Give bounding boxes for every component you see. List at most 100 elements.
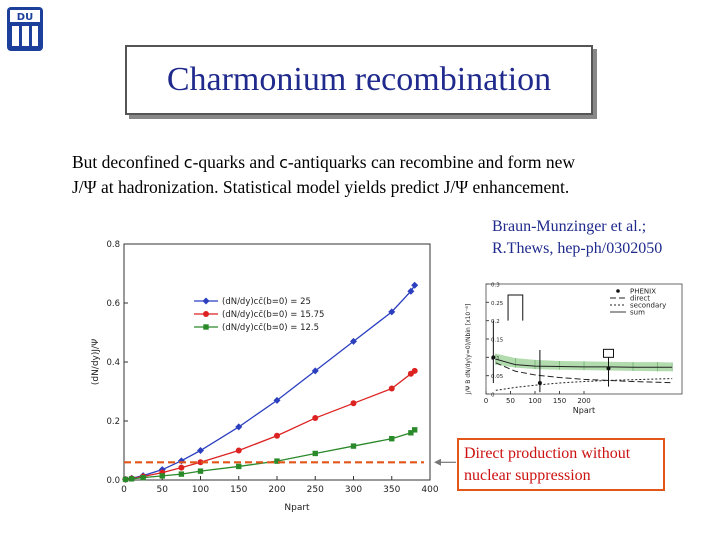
left-series-point-2 [235, 447, 242, 454]
left-legend-label-1: (dN/dy)cc̄(b=0) = 25 [222, 297, 311, 307]
left-series-point-1 [350, 337, 357, 345]
right-x-tick-label: 200 [577, 397, 590, 405]
left-series-point-3 [140, 474, 146, 481]
right-y-tick-label: 0.25 [491, 301, 504, 307]
left-y-tick-label: 0.6 [106, 299, 120, 309]
citation-line-2: R.Thews, hep-ph/0302050 [492, 240, 663, 257]
left-chart-frame [123, 243, 431, 481]
right-phenix-point [606, 366, 611, 371]
title-box: Charmonium recombination [125, 45, 593, 115]
university-logo: DU [7, 7, 43, 51]
right-y-tick-label: 0.15 [491, 338, 504, 344]
left-y-axis-label: (dN/dy)J/Ψ [91, 339, 101, 385]
left-x-tick-label: 200 [268, 485, 285, 495]
left-chart: 0 50 100 150 200 250 300 350 400 0.0 0.2 0.4 0.6 0.8 N… [91, 240, 438, 513]
left-series-point-3 [159, 473, 165, 479]
left-chart-legend: (dN/dy)cc̄(b=0) = 25 (dN/dy)cc̄(b=0) = 15… [194, 297, 324, 333]
left-series-line-3 [125, 429, 416, 481]
left-y-tick-label: 0.0 [106, 476, 120, 486]
left-series-point-3 [312, 450, 318, 457]
left-series-point-3 [236, 463, 242, 470]
right-x-tick-label: 100 [528, 397, 541, 405]
left-series-point-2 [350, 400, 357, 407]
left-y-tick-label: 0.4 [106, 358, 120, 368]
left-x-tick-label: 400 [421, 485, 438, 495]
left-series-point-1 [311, 367, 319, 375]
left-series-point-2 [312, 415, 319, 422]
left-series-point-2 [274, 432, 280, 439]
right-legend-label: sum [630, 309, 645, 317]
left-x-tick-label: 350 [383, 485, 400, 495]
left-series-point-3 [350, 443, 357, 449]
logo-letters: DU [17, 12, 33, 23]
left-x-axis-label: Npart [284, 503, 310, 513]
callout-box: Direct production without nuclear suppre… [457, 438, 665, 491]
left-series-point-2 [197, 459, 204, 466]
right-phenix-point [491, 355, 496, 360]
left-y-tick-label: 0.2 [106, 417, 120, 427]
left-series-point-1 [407, 287, 415, 295]
left-series-point-2 [178, 464, 185, 471]
right-chart: 0 50 100 150 200 0.3 0.25 0.2 0.15 0.1 0.05 0 Npart J… [465, 283, 683, 415]
left-x-tick-label: 0 [121, 485, 127, 495]
right-upper-limit-bracket [507, 294, 524, 321]
right-legend-label: PHENIX [630, 288, 656, 296]
right-secondary-line [495, 378, 673, 391]
left-series-point-1 [388, 308, 396, 316]
left-legend-marker-1 [202, 297, 210, 305]
left-series-point-2 [388, 385, 395, 392]
left-series-point-3 [128, 476, 135, 482]
right-y-axis-label: J/Ψ B dN/dy(y=0)/Nbin [x10⁻⁶] [465, 304, 472, 395]
right-y-tick-label: 0.1 [491, 356, 500, 362]
left-x-tick-label: 150 [230, 485, 247, 495]
left-series-point-3 [389, 436, 395, 442]
right-phenix-sys-box [603, 348, 614, 358]
left-series-point-3 [274, 458, 280, 464]
intro-text-part1: But deconfined [72, 152, 184, 172]
intro-paragraph: But deconfined c-quarks and c-antiquarks… [72, 150, 692, 200]
right-legend-label: direct [630, 295, 650, 303]
left-series-point-1 [197, 447, 204, 454]
right-y-tick-label: 0.05 [491, 374, 504, 380]
right-x-tick-label: 0 [484, 397, 488, 405]
left-x-tick-label: 250 [307, 485, 324, 495]
intro-text-part3: -antiquarks can recombine and form new [287, 152, 576, 172]
right-legend-label: secondary [630, 302, 666, 310]
left-legend-label-3: (dN/dy)cc̄(b=0) = 12.5 [222, 323, 319, 333]
left-legend-marker-2 [203, 311, 209, 317]
right-y-tick-label: 0.3 [491, 283, 500, 289]
charm-symbol-1: c [183, 153, 193, 172]
right-sum-line [495, 358, 673, 368]
intro-text-part2: -quarks and [192, 152, 280, 172]
left-series-point-3 [408, 430, 414, 436]
left-series-point-1 [273, 396, 281, 404]
left-series-point-2 [411, 367, 418, 374]
left-legend-marker-3 [203, 324, 209, 330]
right-direct-line [495, 362, 673, 384]
left-series-line-2 [125, 370, 416, 481]
left-y-tick-label: 0.8 [106, 240, 120, 250]
left-series-point-1 [411, 281, 419, 289]
intro-line-2: J/Ψ at hadronization. Statistical model … [72, 177, 570, 197]
left-series-point-1 [177, 457, 185, 465]
left-legend-label-2: (dN/dy)cc̄(b=0) = 15.75 [222, 310, 324, 320]
left-x-tick-label: 50 [157, 485, 169, 495]
right-x-axis-label: Npart [573, 406, 595, 415]
left-series-point-3 [412, 427, 418, 433]
left-series-point-3 [122, 476, 129, 483]
callout-line-1: Direct production without [464, 445, 631, 462]
callout-line-2: nuclear suppression [464, 467, 591, 484]
right-phenix-point [537, 381, 542, 385]
slide-title: Charmonium recombination [166, 61, 552, 98]
right-legend-marker [616, 289, 620, 293]
left-x-tick-label: 300 [345, 485, 362, 495]
right-chart-frame [485, 283, 683, 395]
right-y-tick-label: 0.2 [491, 319, 500, 325]
citation: Braun-Munzinger et al.; R.Thews, hep-ph/… [492, 216, 712, 260]
right-x-tick-label: 150 [553, 397, 566, 405]
intro-line-1: But deconfined c-quarks and c-antiquarks… [72, 150, 692, 175]
citation-line-1: Braun-Munzinger et al.; [492, 218, 647, 235]
right-y-tick-label: 0 [491, 393, 495, 399]
charm-symbol-2: c [279, 153, 288, 172]
